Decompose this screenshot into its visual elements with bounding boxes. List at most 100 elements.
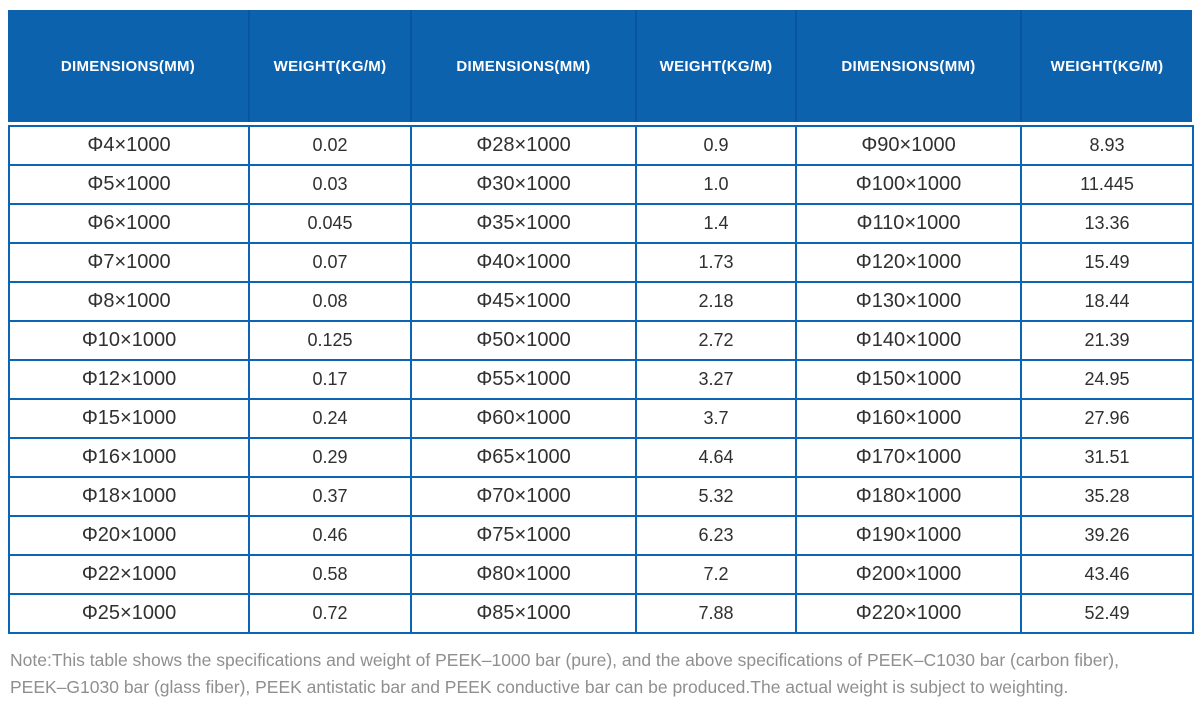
- weight-cell: 0.02: [248, 125, 412, 166]
- dimension-cell: Φ15×1000: [8, 398, 250, 439]
- table-row: Φ18×1000 0.37 Φ70×1000 5.32 Φ180×1000 35.28: [8, 476, 1194, 517]
- table-row: Φ6×1000 0.045 Φ35×1000 1.4 Φ110×1000 13.36: [8, 203, 1194, 244]
- note-line-2: PEEK–G1030 bar (glass fiber), PEEK antis…: [10, 677, 1069, 697]
- column-header-dimensions: DIMENSIONS(MM): [8, 10, 248, 122]
- weight-cell: 8.93: [1020, 125, 1194, 166]
- weight-cell: 3.27: [635, 359, 797, 400]
- weight-cell: 1.0: [635, 164, 797, 205]
- column-header-weight: WEIGHT(KG/M): [1020, 10, 1192, 122]
- table-note: Note:This table shows the specifications…: [10, 647, 1190, 701]
- dimension-cell: Φ150×1000: [795, 359, 1022, 400]
- weight-cell: 13.36: [1020, 203, 1194, 244]
- weight-cell: 0.125: [248, 320, 412, 361]
- dimension-cell: Φ110×1000: [795, 203, 1022, 244]
- weight-cell: 7.2: [635, 554, 797, 595]
- weight-cell: 1.73: [635, 242, 797, 283]
- dimension-cell: Φ16×1000: [8, 437, 250, 478]
- weight-cell: 31.51: [1020, 437, 1194, 478]
- dimension-cell: Φ50×1000: [410, 320, 637, 361]
- weight-cell: 18.44: [1020, 281, 1194, 322]
- dimension-cell: Φ45×1000: [410, 281, 637, 322]
- weight-cell: 15.49: [1020, 242, 1194, 283]
- table-row: Φ15×1000 0.24 Φ60×1000 3.7 Φ160×1000 27.96: [8, 398, 1194, 439]
- dimension-cell: Φ10×1000: [8, 320, 250, 361]
- dimension-cell: Φ200×1000: [795, 554, 1022, 595]
- dimension-cell: Φ120×1000: [795, 242, 1022, 283]
- dimension-cell: Φ25×1000: [8, 593, 250, 634]
- dimension-cell: Φ35×1000: [410, 203, 637, 244]
- column-header-dimensions: DIMENSIONS(MM): [410, 10, 635, 122]
- dimension-cell: Φ28×1000: [410, 125, 637, 166]
- weight-cell: 0.72: [248, 593, 412, 634]
- dimension-cell: Φ30×1000: [410, 164, 637, 205]
- dimension-cell: Φ7×1000: [8, 242, 250, 283]
- weight-cell: 0.07: [248, 242, 412, 283]
- weight-cell: 27.96: [1020, 398, 1194, 439]
- weight-cell: 5.32: [635, 476, 797, 517]
- table-row: Φ22×1000 0.58 Φ80×1000 7.2 Φ200×1000 43.46: [8, 554, 1194, 595]
- weight-cell: 0.29: [248, 437, 412, 478]
- weight-cell: 0.08: [248, 281, 412, 322]
- table-row: Φ8×1000 0.08 Φ45×1000 2.18 Φ130×1000 18.44: [8, 281, 1194, 322]
- weight-cell: 0.58: [248, 554, 412, 595]
- table-row: Φ4×1000 0.02 Φ28×1000 0.9 Φ90×1000 8.93: [8, 125, 1194, 166]
- table-row: Φ12×1000 0.17 Φ55×1000 3.27 Φ150×1000 24.95: [8, 359, 1194, 400]
- dimension-cell: Φ5×1000: [8, 164, 250, 205]
- dimension-cell: Φ75×1000: [410, 515, 637, 556]
- weight-cell: 35.28: [1020, 476, 1194, 517]
- weight-cell: 21.39: [1020, 320, 1194, 361]
- column-header-weight: WEIGHT(KG/M): [635, 10, 795, 122]
- dimension-cell: Φ70×1000: [410, 476, 637, 517]
- spec-weight-table: Φ4×1000 0.02 Φ28×1000 0.9 Φ90×1000 8.93 Φ5×100…: [8, 125, 1194, 634]
- column-header-dimensions: DIMENSIONS(MM): [795, 10, 1020, 122]
- dimension-cell: Φ18×1000: [8, 476, 250, 517]
- weight-cell: 1.4: [635, 203, 797, 244]
- dimension-cell: Φ60×1000: [410, 398, 637, 439]
- table-row: Φ20×1000 0.46 Φ75×1000 6.23 Φ190×1000 39.26: [8, 515, 1194, 556]
- weight-cell: 24.95: [1020, 359, 1194, 400]
- weight-cell: 4.64: [635, 437, 797, 478]
- dimension-cell: Φ20×1000: [8, 515, 250, 556]
- dimension-cell: Φ160×1000: [795, 398, 1022, 439]
- weight-cell: 11.445: [1020, 164, 1194, 205]
- dimension-cell: Φ12×1000: [8, 359, 250, 400]
- weight-cell: 2.18: [635, 281, 797, 322]
- dimension-cell: Φ130×1000: [795, 281, 1022, 322]
- weight-cell: 0.9: [635, 125, 797, 166]
- dimension-cell: Φ140×1000: [795, 320, 1022, 361]
- weight-cell: 0.46: [248, 515, 412, 556]
- weight-cell: 7.88: [635, 593, 797, 634]
- table-row: Φ25×1000 0.72 Φ85×1000 7.88 Φ220×1000 52.49: [8, 593, 1194, 634]
- spec-table-body: Φ4×1000 0.02 Φ28×1000 0.9 Φ90×1000 8.93 Φ5×100…: [8, 125, 1194, 634]
- dimension-cell: Φ100×1000: [795, 164, 1022, 205]
- weight-cell: 0.045: [248, 203, 412, 244]
- column-header-weight: WEIGHT(KG/M): [248, 10, 410, 122]
- weight-cell: 0.37: [248, 476, 412, 517]
- dimension-cell: Φ55×1000: [410, 359, 637, 400]
- weight-cell: 43.46: [1020, 554, 1194, 595]
- dimension-cell: Φ90×1000: [795, 125, 1022, 166]
- dimension-cell: Φ8×1000: [8, 281, 250, 322]
- table-row: Φ7×1000 0.07 Φ40×1000 1.73 Φ120×1000 15.49: [8, 242, 1194, 283]
- dimension-cell: Φ85×1000: [410, 593, 637, 634]
- note-line-1: Note:This table shows the specifications…: [10, 650, 1119, 670]
- weight-cell: 52.49: [1020, 593, 1194, 634]
- weight-cell: 2.72: [635, 320, 797, 361]
- table-row: Φ10×1000 0.125 Φ50×1000 2.72 Φ140×1000 21.39: [8, 320, 1194, 361]
- dimension-cell: Φ22×1000: [8, 554, 250, 595]
- dimension-cell: Φ65×1000: [410, 437, 637, 478]
- table-row: Φ16×1000 0.29 Φ65×1000 4.64 Φ170×1000 31.51: [8, 437, 1194, 478]
- weight-cell: 0.03: [248, 164, 412, 205]
- weight-cell: 0.17: [248, 359, 412, 400]
- weight-cell: 0.24: [248, 398, 412, 439]
- weight-cell: 6.23: [635, 515, 797, 556]
- dimension-cell: Φ40×1000: [410, 242, 637, 283]
- dimension-cell: Φ180×1000: [795, 476, 1022, 517]
- dimension-cell: Φ170×1000: [795, 437, 1022, 478]
- dimension-cell: Φ190×1000: [795, 515, 1022, 556]
- dimension-cell: Φ220×1000: [795, 593, 1022, 634]
- weight-cell: 3.7: [635, 398, 797, 439]
- weight-cell: 39.26: [1020, 515, 1194, 556]
- dimension-cell: Φ80×1000: [410, 554, 637, 595]
